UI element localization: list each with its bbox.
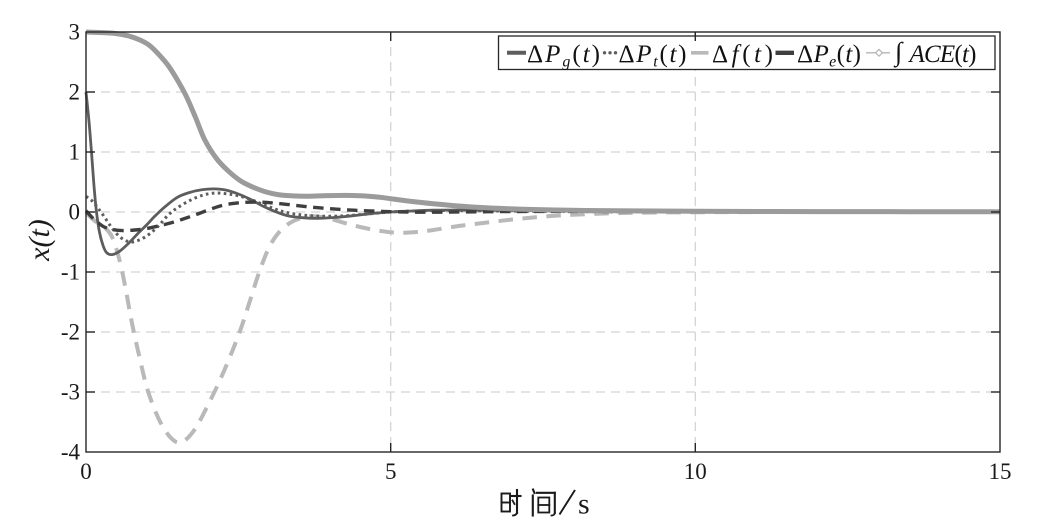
svg-text:ΔPe(t): ΔPe(t) <box>797 41 861 71</box>
svg-text:0: 0 <box>69 200 81 225</box>
svg-text:1: 1 <box>69 140 81 165</box>
svg-text:-4: -4 <box>61 440 81 465</box>
svg-text:ACE(t): ACE(t) <box>908 41 977 68</box>
svg-text:Δf(t): Δf(t) <box>712 41 773 68</box>
svg-text:-3: -3 <box>61 380 80 405</box>
svg-text:3: 3 <box>69 20 81 45</box>
svg-text:-2: -2 <box>61 320 80 345</box>
svg-text:5: 5 <box>385 459 397 484</box>
svg-text:0: 0 <box>80 459 92 484</box>
svg-text:∫: ∫ <box>893 37 904 69</box>
svg-text:x(t): x(t) <box>23 219 56 262</box>
svg-text:10: 10 <box>684 459 707 484</box>
svg-text:2: 2 <box>69 80 81 105</box>
svg-text:-1: -1 <box>61 260 80 285</box>
svg-text:s: s <box>578 488 590 521</box>
svg-text:ΔPg(t): ΔP g(t) <box>527 41 600 71</box>
svg-text:15: 15 <box>989 459 1012 484</box>
